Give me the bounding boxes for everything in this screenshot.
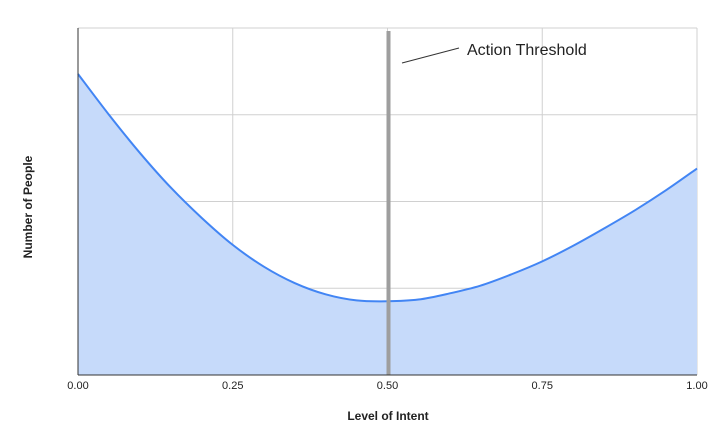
annotation-label: Action Threshold	[467, 42, 587, 59]
x-tick-label-3: 0.75	[532, 380, 553, 392]
x-tick-label-2: 0.50	[377, 380, 398, 392]
y-axis-title: Number of People	[21, 155, 35, 258]
x-tick-label-4: 1.00	[686, 380, 707, 392]
x-tick-label-1: 0.25	[222, 380, 243, 392]
axes	[77, 28, 697, 376]
annotation-pointer	[401, 47, 460, 64]
x-tick-label-0: 0.00	[67, 380, 88, 392]
x-axis-title: Level of Intent	[347, 409, 428, 423]
area-fill	[78, 73, 697, 375]
x-tick-labels: 0.00 0.25 0.50 0.75 1.00	[67, 380, 707, 392]
